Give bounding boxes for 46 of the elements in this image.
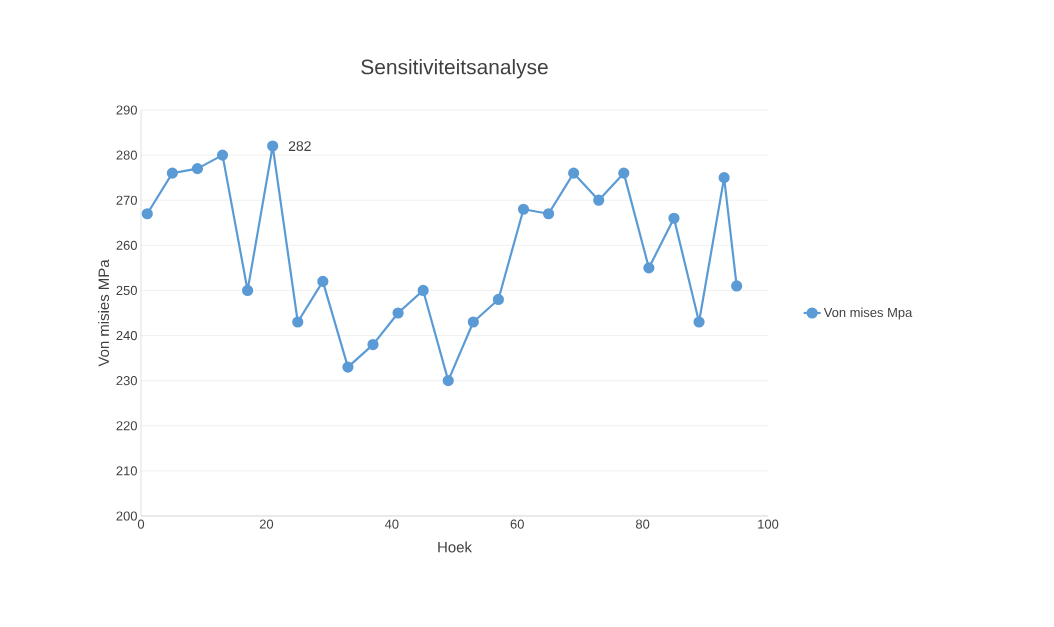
y-tick-label: 230	[116, 376, 137, 386]
y-axis-title: Von misies MPa	[98, 259, 110, 367]
x-tick-label: 80	[635, 519, 650, 529]
point	[141, 208, 153, 220]
point	[517, 203, 530, 215]
point	[593, 194, 605, 206]
point	[242, 284, 254, 297]
chart-title: Sensitiviteitsanalyse	[361, 59, 548, 79]
y-tick-label: 280	[116, 150, 137, 160]
point	[191, 163, 204, 175]
point	[342, 361, 354, 373]
y-tick-label: 250	[116, 285, 137, 296]
point	[643, 262, 655, 274]
point	[668, 212, 680, 224]
point	[542, 208, 555, 220]
point	[267, 140, 279, 152]
y-tick-label: 200	[116, 511, 137, 521]
point	[492, 293, 504, 306]
point	[731, 280, 743, 292]
point	[392, 307, 404, 319]
point	[693, 316, 705, 328]
x-axis-title: Hoek	[438, 541, 472, 553]
point	[442, 375, 454, 387]
x-tick-label: 20	[259, 519, 274, 529]
y-tick-label: 260	[116, 240, 137, 250]
point	[292, 316, 304, 328]
point	[417, 284, 429, 297]
x-tick-label: 0	[137, 519, 145, 529]
y-tick-label: 290	[116, 105, 137, 115]
legend-label: Von mises Mpa	[823, 307, 913, 320]
x-tick-label: 60	[510, 519, 524, 529]
y-tick-label: 210	[116, 466, 137, 476]
x-tick-label: 100	[758, 519, 779, 529]
point	[568, 167, 580, 179]
y-tick-label: 270	[116, 195, 137, 205]
point	[317, 275, 329, 288]
point	[216, 149, 229, 161]
y-tick-label: 220	[116, 421, 137, 431]
point	[166, 167, 178, 179]
point	[618, 167, 630, 179]
point	[367, 338, 379, 351]
x-tick-label: 40	[384, 519, 399, 529]
point	[718, 172, 730, 184]
point	[467, 316, 479, 328]
y-tick-label: 240	[116, 330, 137, 341]
annotation: 282	[288, 141, 311, 152]
